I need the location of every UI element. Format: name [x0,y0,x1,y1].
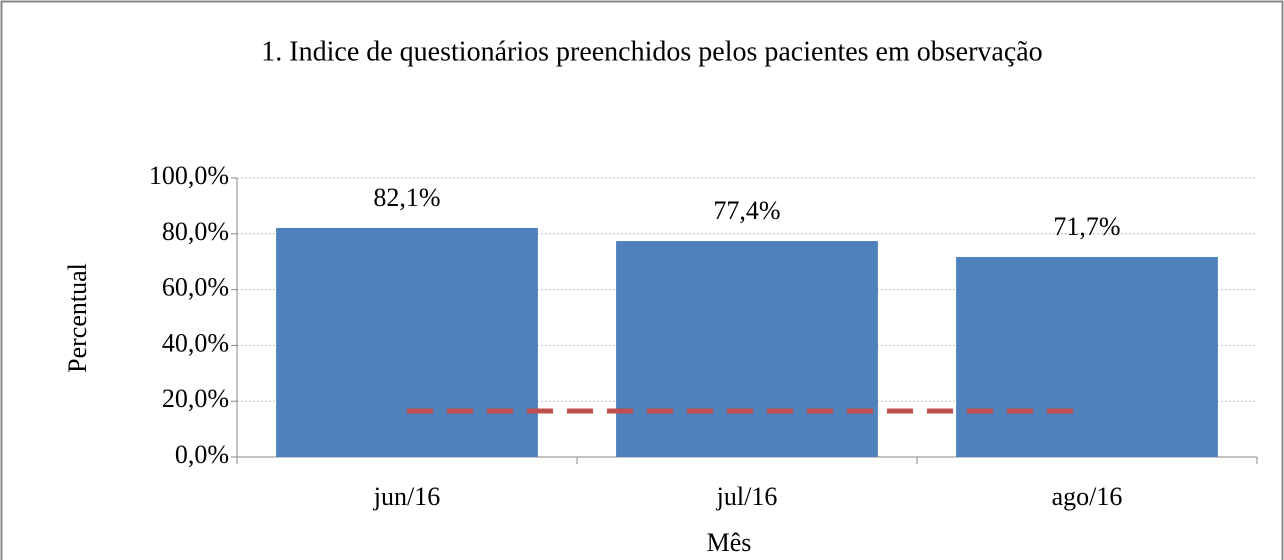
data-label: 82,1% [373,183,440,212]
bar [616,241,878,457]
data-label: 71,7% [1053,212,1120,241]
data-label: 77,4% [713,196,780,225]
bar [276,227,538,457]
y-tick-label: 80,0% [162,217,229,246]
y-tick-label: 40,0% [162,328,229,357]
chart-title: 1. Indice de questionários preenchidos p… [261,36,1042,67]
x-tick-label: jun/16 [373,482,440,511]
x-tick-label: jul/16 [716,482,778,511]
y-tick-label: 20,0% [162,384,229,413]
bar [956,256,1218,457]
y-tick-label: 0,0% [175,440,229,469]
y-tick-label: 60,0% [162,273,229,302]
x-tick-label: ago/16 [1052,482,1123,511]
x-axis-label: Mês [707,528,752,557]
y-tick-label: 100,0% [149,161,229,190]
y-axis-label: Percentual [63,263,92,373]
